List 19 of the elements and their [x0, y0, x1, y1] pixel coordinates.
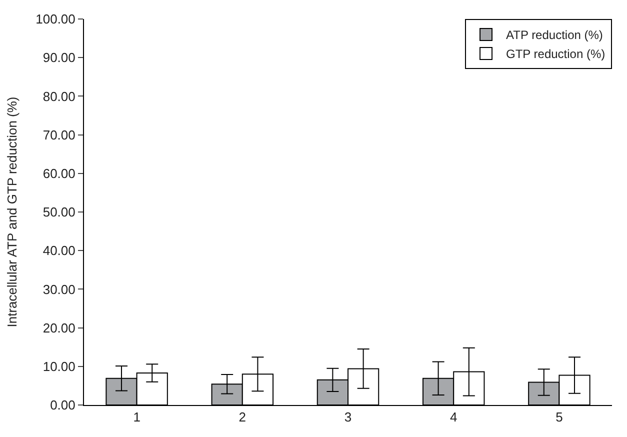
y-tick-label: 20.00: [42, 320, 76, 336]
y-tick-label: 50.00: [42, 204, 76, 220]
legend-label: ATP reduction (%): [506, 28, 603, 42]
x-tick-label: 4: [450, 410, 458, 425]
y-tick-label: 40.00: [42, 243, 76, 258]
y-tick-label: 70.00: [42, 127, 76, 142]
x-tick-label: 3: [344, 410, 352, 425]
y-tick-label: 10.00: [42, 358, 76, 374]
legend-label: GTP reduction (%): [506, 47, 606, 62]
x-tick-label: 1: [133, 410, 140, 425]
y-tick-label: 90.00: [42, 50, 76, 66]
x-tick-label: 2: [238, 410, 246, 425]
y-tick-label: 80.00: [42, 88, 76, 104]
x-tick-label: 5: [556, 410, 563, 425]
y-tick-label: 100.00: [36, 12, 76, 27]
y-tick-label: 60.00: [42, 166, 76, 181]
y-tick-label: 0.00: [50, 398, 76, 413]
y-tick-label: 30.00: [42, 282, 76, 297]
y-axis-title: Intracellular ATP and GTP reduction (%): [4, 96, 20, 328]
